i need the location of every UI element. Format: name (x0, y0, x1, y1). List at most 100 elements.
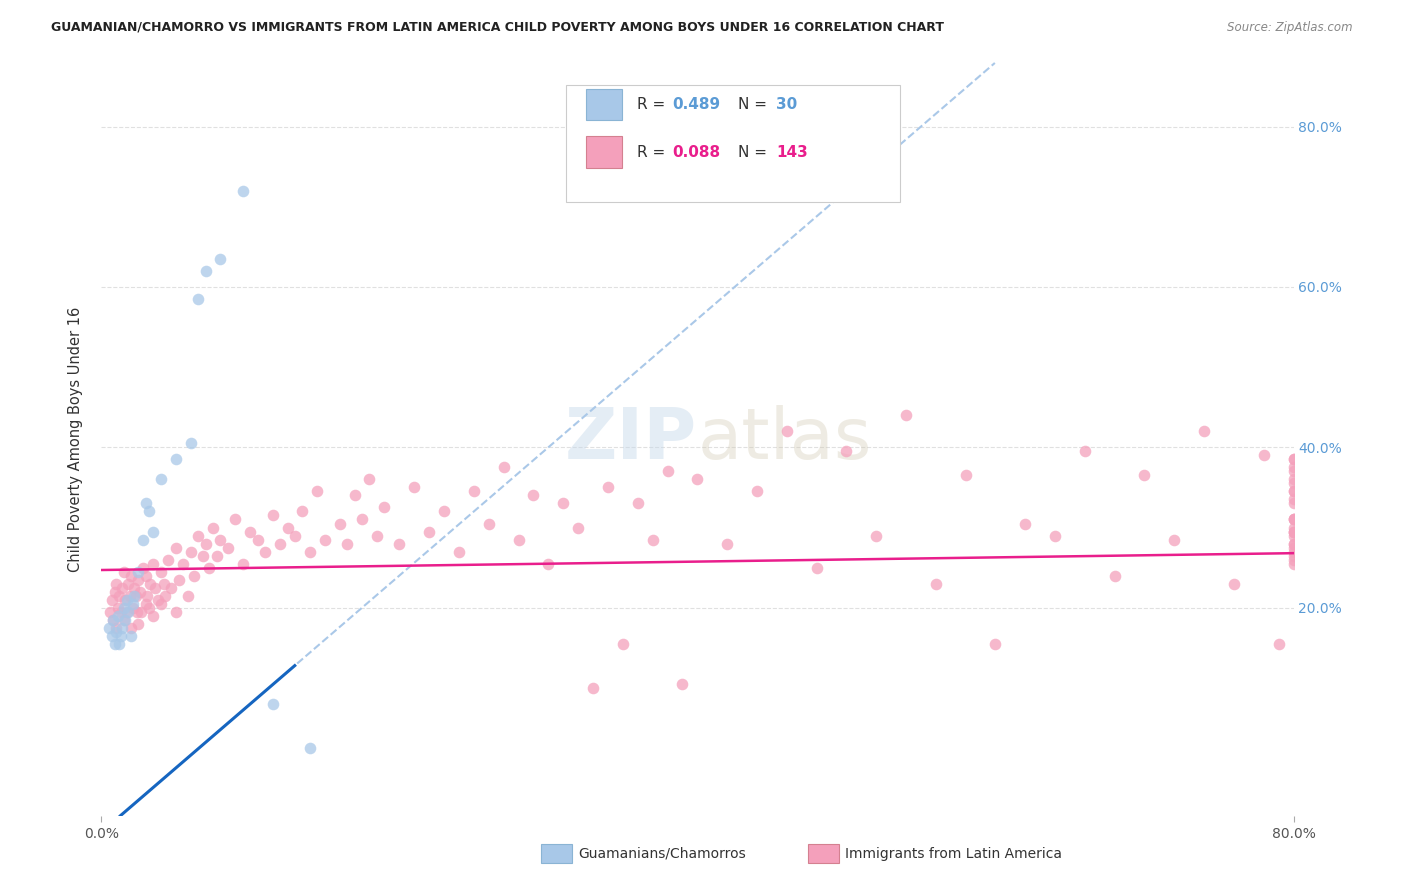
Point (121, 600, 143, 615)
Point (1267, 637, 1289, 651)
Text: GUAMANIAN/CHAMORRO VS IMMIGRANTS FROM LATIN AMERICA CHILD POVERTY AMONG BOYS UND: GUAMANIAN/CHAMORRO VS IMMIGRANTS FROM LA… (51, 21, 943, 34)
Point (111, 621, 134, 635)
Point (209, 252, 232, 266)
Point (105, 624, 128, 639)
Point (1043, 528, 1066, 542)
Point (1282, 520, 1305, 534)
Point (120, 621, 142, 635)
Point (433, 504, 456, 518)
Point (155, 589, 177, 603)
Point (124, 589, 146, 603)
Point (122, 581, 145, 595)
Point (1282, 549, 1305, 563)
Text: Source: ZipAtlas.com: Source: ZipAtlas.com (1227, 21, 1353, 34)
Point (142, 524, 165, 539)
Point (835, 444, 858, 458)
Point (373, 500, 395, 515)
Point (716, 536, 738, 550)
Point (686, 472, 709, 486)
Point (180, 436, 202, 450)
Bar (586, 136, 623, 168)
Point (110, 605, 132, 619)
Point (298, 544, 321, 558)
Point (112, 565, 135, 579)
Point (105, 576, 128, 591)
Point (776, 425, 799, 439)
Text: Immigrants from Latin America: Immigrants from Latin America (845, 847, 1062, 861)
Point (120, 629, 142, 643)
Point (207, 549, 229, 563)
Text: N =: N = (738, 145, 772, 160)
Point (117, 576, 139, 591)
Point (135, 568, 157, 582)
Point (101, 613, 124, 627)
Bar (586, 89, 623, 120)
Point (160, 581, 183, 595)
Point (1282, 464, 1305, 478)
Point (104, 637, 127, 651)
Point (246, 533, 269, 547)
Point (894, 409, 917, 423)
Point (146, 592, 169, 607)
FancyBboxPatch shape (567, 85, 900, 202)
Point (1253, 448, 1275, 462)
Text: R =: R = (637, 97, 669, 112)
Point (132, 533, 155, 547)
Point (112, 613, 135, 627)
Point (404, 480, 426, 494)
Point (115, 605, 138, 619)
Text: 143: 143 (776, 145, 808, 160)
Point (101, 613, 124, 627)
Point (1133, 468, 1156, 483)
Point (111, 581, 134, 595)
Point (108, 637, 131, 651)
Point (107, 600, 129, 615)
Point (567, 520, 589, 534)
Point (121, 597, 143, 611)
Point (1192, 425, 1215, 439)
Point (1104, 568, 1126, 582)
Point (1282, 524, 1305, 539)
Point (122, 589, 145, 603)
Point (100, 592, 122, 607)
Point (1282, 557, 1305, 571)
Point (187, 528, 209, 542)
Point (128, 616, 150, 631)
Point (167, 573, 190, 587)
Point (98, 605, 121, 619)
Point (202, 520, 225, 534)
Point (366, 528, 388, 542)
Point (1282, 460, 1305, 475)
Point (359, 472, 381, 486)
Point (157, 552, 180, 566)
Point (153, 576, 176, 591)
Point (612, 637, 634, 651)
Point (128, 573, 150, 587)
Point (197, 560, 219, 574)
Point (115, 592, 138, 607)
Point (522, 488, 544, 502)
Text: 0.489: 0.489 (672, 97, 720, 112)
Point (110, 629, 132, 643)
Point (277, 520, 299, 534)
Point (418, 524, 440, 539)
Point (1282, 552, 1305, 566)
Point (232, 557, 254, 571)
Point (187, 292, 209, 306)
Point (1074, 444, 1097, 458)
Point (1282, 512, 1305, 526)
Point (478, 516, 501, 531)
Point (596, 480, 619, 494)
Point (104, 584, 127, 599)
Point (1282, 496, 1305, 510)
Point (112, 600, 135, 615)
Point (508, 533, 530, 547)
Point (149, 472, 172, 486)
Point (1282, 472, 1305, 486)
Point (105, 621, 128, 635)
Text: N =: N = (738, 97, 772, 112)
Point (641, 533, 664, 547)
Point (239, 524, 262, 539)
Point (209, 533, 232, 547)
Point (671, 677, 693, 691)
